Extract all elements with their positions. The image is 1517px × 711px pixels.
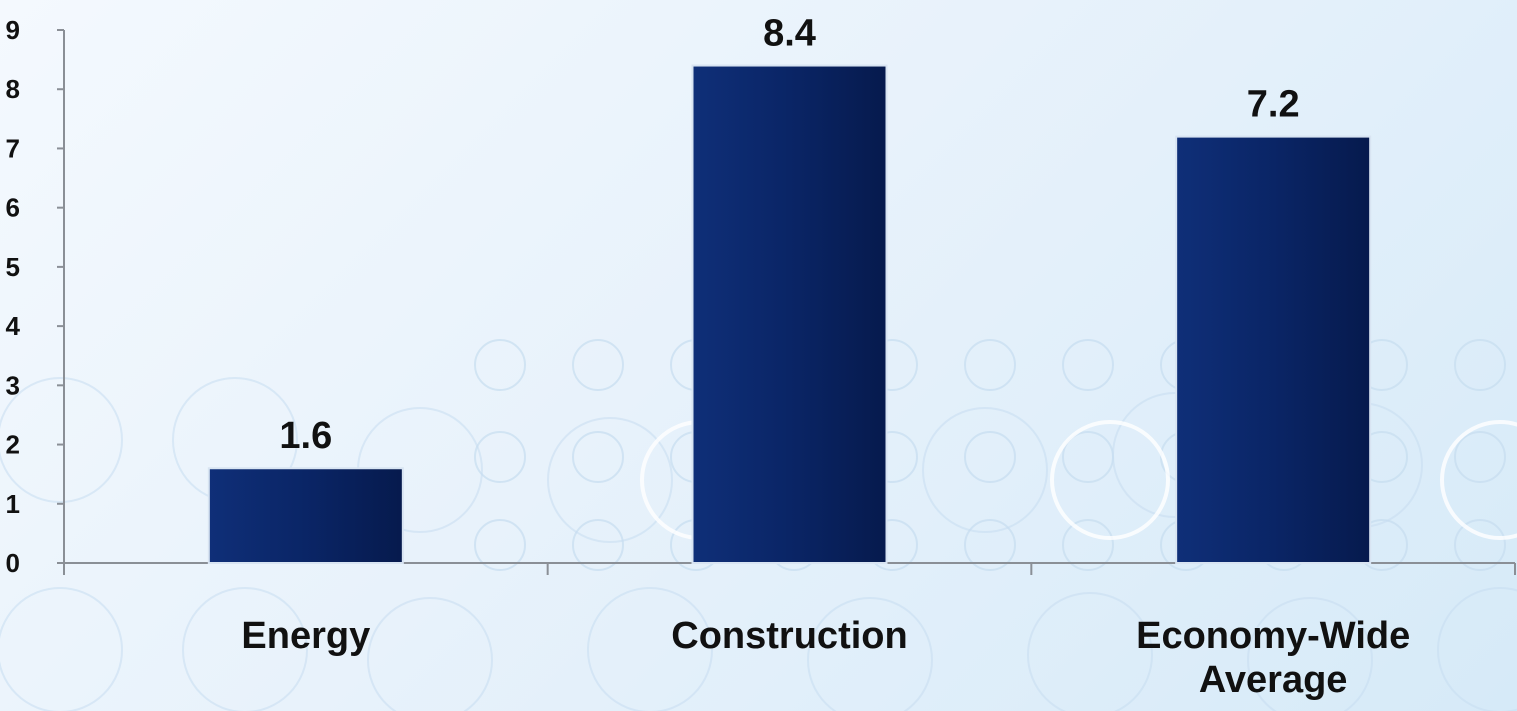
data-label: 1.6 [279,415,332,457]
y-tick-label: 9 [6,15,20,45]
y-tick-label: 7 [6,133,20,163]
bg-circle [1062,339,1114,391]
y-tick-label: 0 [6,548,20,578]
bg-circle [1437,587,1517,711]
x-tick-label: Energy [241,615,370,657]
x-tick-label: Construction [671,615,907,657]
y-tick-label: 2 [6,430,20,460]
bg-circle [1440,420,1517,540]
bars [207,64,1372,565]
y-tick-label: 5 [6,252,20,282]
bg-circle [572,519,624,571]
bg-circle [922,407,1048,533]
bg-circle [1247,597,1373,711]
bar [207,467,404,564]
bg-circle [964,519,1016,571]
bg-circle [474,519,526,571]
bg-circle [474,339,526,391]
bg-circle [1027,592,1153,711]
bg-circle [0,377,123,503]
bg-circle [1454,431,1506,483]
bg-circle [1050,420,1170,540]
y-tick-label: 1 [6,489,20,519]
bg-circle [572,431,624,483]
bg-circle [474,431,526,483]
bg-circle [1454,519,1506,571]
data-label: 8.4 [763,13,816,55]
bar [1175,135,1372,564]
bg-circle [807,597,933,711]
bg-circle [572,339,624,391]
labels: 1.6 Energy 8.4 Construction 7.2 Economy-Wide A… [241,13,1410,701]
x-tick-label: Economy-Wide Average [1136,615,1410,701]
bg-circle [367,597,493,711]
bg-circle [964,431,1016,483]
bg-circle [1062,519,1114,571]
bg-circle [182,587,308,711]
bg-circle [587,587,713,711]
y-tick-label: 6 [6,193,20,223]
bg-circle [0,587,123,711]
y-tick-label: 4 [6,311,21,341]
bar [691,64,888,565]
y-tick-label: 3 [6,370,20,400]
bg-circle [964,339,1016,391]
y-tick-label: 8 [6,74,20,104]
bg-circle [1454,339,1506,391]
bg-circle [547,417,673,543]
data-label: 7.2 [1247,84,1300,126]
